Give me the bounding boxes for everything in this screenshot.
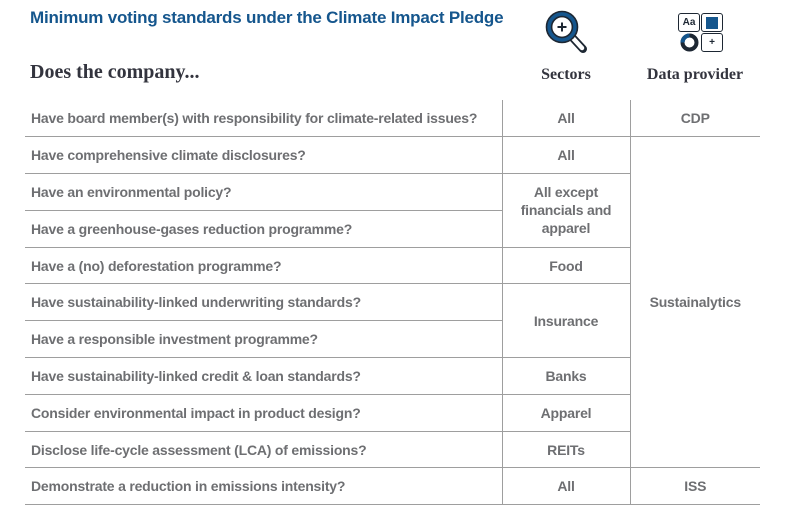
table-row: Have comprehensive climate disclosures? … (25, 136, 760, 469)
question-cell: Have sustainability-linked credit & loan… (25, 357, 503, 395)
question-cell: Disclose life-cycle assessment (LCA) of … (25, 431, 503, 469)
question-cell: Have a responsible investment programme? (25, 320, 503, 359)
display-options-icon[interactable]: Aa + (678, 13, 724, 53)
question-cell: Have sustainability-linked underwriting … (25, 283, 503, 322)
table-row: Have a responsible investment programme? (25, 320, 760, 359)
sector-cell: Banks (502, 357, 631, 395)
table-row: Consider environmental impact in product… (25, 394, 760, 432)
sector-cell: All except financials and apparel (502, 173, 631, 248)
provider-cell: CDP (630, 100, 760, 138)
sector-cell: REITs (502, 431, 631, 469)
standards-table: Have board member(s) with responsibility… (25, 100, 760, 506)
table-row: Have sustainability-linked credit & loan… (25, 357, 760, 395)
question-cell: Have board member(s) with responsibility… (25, 100, 503, 138)
table-row: Have a greenhouse-gases reduction progra… (25, 210, 760, 248)
text-style-tile-icon: Aa (678, 13, 700, 32)
column-header-question: Does the company... (30, 61, 200, 83)
question-cell: Have a (no) deforestation programme? (25, 247, 503, 285)
table-row: Have a (no) deforestation programme? Foo… (25, 247, 760, 285)
sector-cell: Apparel (502, 394, 631, 432)
table-row: Demonstrate a reduction in emissions int… (25, 467, 760, 506)
sector-cell: All (502, 467, 631, 506)
question-cell: Have a greenhouse-gases reduction progra… (25, 210, 503, 248)
table-row: Have sustainability-linked underwriting … (25, 283, 760, 359)
plus-tile-icon: + (701, 33, 723, 52)
provider-cell: Sustainalytics (630, 136, 760, 469)
question-cell: Have an environmental policy? (25, 173, 503, 211)
column-header-provider: Data provider (646, 66, 744, 83)
filled-square-tile-icon (701, 13, 723, 32)
table-row: Have board member(s) with responsibility… (25, 100, 760, 138)
sector-cell: All (502, 136, 631, 175)
table-row: Have an environmental policy? All except… (25, 173, 760, 248)
sector-cell: Insurance (502, 283, 631, 359)
provider-cell: ISS (630, 467, 760, 506)
sector-cell: Food (502, 247, 631, 285)
column-header-sectors: Sectors (541, 66, 591, 83)
donut-chart-tile-icon (678, 33, 700, 52)
zoom-icon[interactable] (543, 10, 589, 54)
question-cell: Have comprehensive climate disclosures? (25, 136, 503, 175)
sector-cell: All (502, 100, 631, 138)
table-row: Disclose life-cycle assessment (LCA) of … (25, 431, 760, 469)
question-cell: Demonstrate a reduction in emissions int… (25, 467, 503, 506)
question-cell: Consider environmental impact in product… (25, 394, 503, 432)
page-title: Minimum voting standards under the Clima… (30, 8, 504, 27)
